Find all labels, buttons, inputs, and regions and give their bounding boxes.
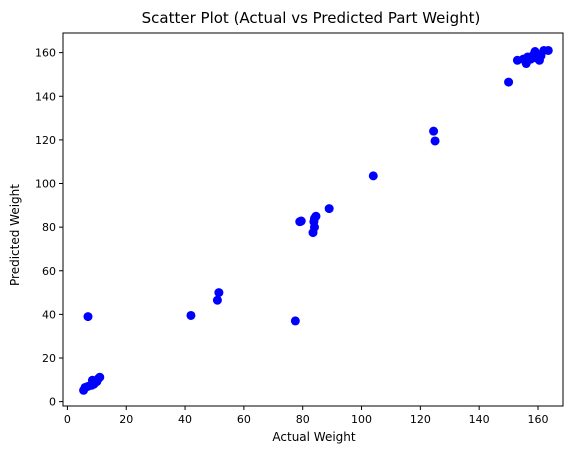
x-tick-label: 40 bbox=[178, 413, 192, 426]
y-tick-label: 0 bbox=[49, 396, 56, 409]
scatter-point bbox=[324, 204, 334, 214]
chart-title: Scatter Plot (Actual vs Predicted Part W… bbox=[142, 9, 481, 27]
y-axis: 0 20 40 60 80 100 120 140 160 bbox=[35, 47, 63, 409]
x-tick-label: 140 bbox=[469, 413, 490, 426]
x-tick-label: 0 bbox=[64, 413, 71, 426]
x-axis: 0 20 40 60 80 100 120 140 160 bbox=[64, 406, 549, 426]
y-tick-label: 40 bbox=[42, 308, 56, 321]
y-tick-label: 140 bbox=[35, 90, 56, 103]
scatter-point bbox=[95, 372, 105, 382]
data-points bbox=[79, 45, 553, 395]
scatter-point bbox=[430, 136, 440, 146]
scatter-point bbox=[429, 126, 439, 136]
scatter-point bbox=[186, 310, 196, 320]
plot-area bbox=[62, 32, 564, 407]
scatter-point bbox=[212, 295, 222, 305]
x-axis-label: Actual Weight bbox=[272, 430, 356, 444]
x-tick-label: 80 bbox=[296, 413, 310, 426]
scatter-point bbox=[83, 312, 93, 322]
x-tick-label: 60 bbox=[237, 413, 251, 426]
y-tick-label: 120 bbox=[35, 134, 56, 147]
x-tick-label: 160 bbox=[528, 413, 549, 426]
x-tick-label: 100 bbox=[351, 413, 372, 426]
y-tick-label: 80 bbox=[42, 221, 56, 234]
scatter-point bbox=[296, 216, 306, 226]
scatter-point bbox=[504, 77, 514, 87]
y-tick-label: 20 bbox=[42, 352, 56, 365]
scatter-point bbox=[368, 171, 378, 181]
y-tick-label: 60 bbox=[42, 265, 56, 278]
scatter-point bbox=[543, 45, 553, 55]
y-axis-label: Predicted Weight bbox=[8, 184, 22, 286]
scatter-point bbox=[214, 288, 224, 298]
x-tick-label: 20 bbox=[119, 413, 133, 426]
scatter-point bbox=[290, 316, 300, 326]
scatter-point bbox=[311, 211, 321, 221]
y-tick-label: 100 bbox=[35, 178, 56, 191]
x-tick-label: 120 bbox=[410, 413, 431, 426]
plot-frame bbox=[62, 32, 564, 407]
y-tick-label: 160 bbox=[35, 47, 56, 60]
